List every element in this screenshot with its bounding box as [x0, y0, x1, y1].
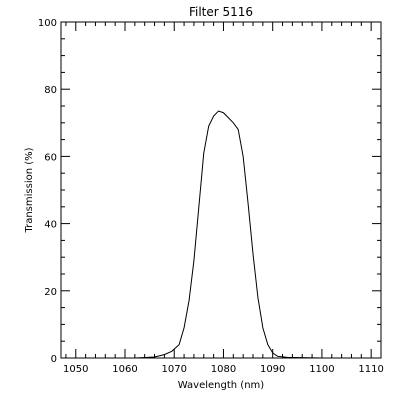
x-axis-label: Wavelength (nm)	[178, 380, 264, 391]
x-tick-label: 1060	[112, 364, 137, 375]
y-axis: 0 20 40 60 80 100	[38, 18, 381, 365]
plot-frame	[60, 21, 382, 359]
y-tick-label: 40	[44, 220, 57, 231]
x-tick-label: 1080	[211, 364, 236, 375]
y-tick-label: 0	[51, 354, 57, 365]
x-tick-label: 1100	[309, 364, 334, 375]
x-tick-label: 1070	[162, 364, 187, 375]
series-line	[61, 110, 381, 359]
x-axis: 1050 1060 1070 1080 1090 1100 1110	[63, 22, 384, 375]
chart-title: Filter 5116	[189, 5, 253, 19]
x-tick-label: 1110	[358, 364, 383, 375]
y-tick-label: 80	[44, 85, 57, 96]
y-tick-label: 60	[44, 152, 57, 163]
y-tick-label: 100	[38, 18, 57, 29]
x-tick-label: 1050	[63, 364, 88, 375]
y-tick-label: 20	[44, 287, 57, 298]
y-axis-label: Transmission (%)	[24, 147, 35, 233]
plot-axes	[60, 21, 382, 359]
x-tick-label: 1090	[260, 364, 285, 375]
